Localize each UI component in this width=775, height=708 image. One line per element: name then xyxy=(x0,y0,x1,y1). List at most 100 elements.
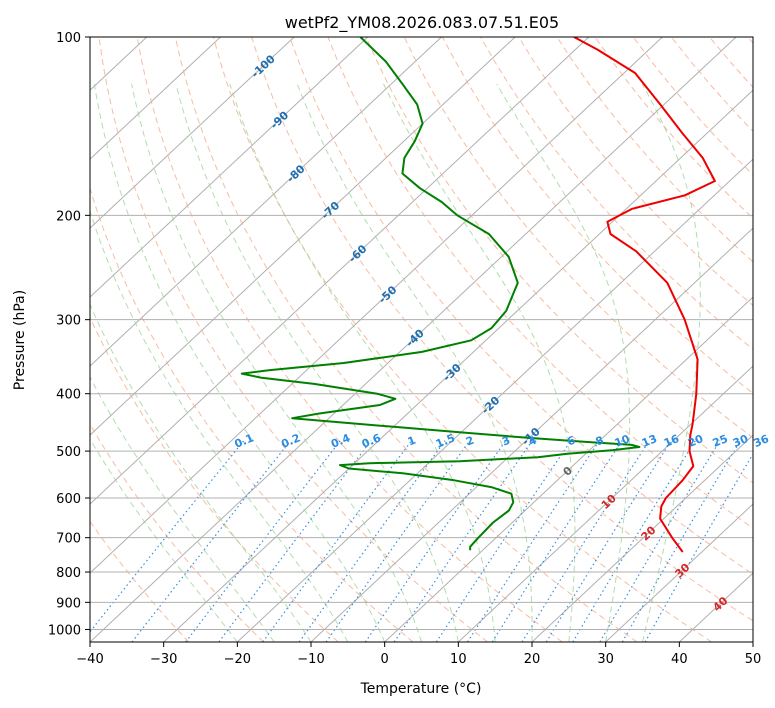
dry-adiabat-line xyxy=(289,37,753,575)
x-tick-label: 10 xyxy=(450,652,467,667)
mixing-ratio-label: 30 xyxy=(731,432,750,450)
isotherm-line xyxy=(90,37,737,642)
isotherm-line xyxy=(90,37,663,574)
x-tick-label: 20 xyxy=(524,652,541,667)
dry-adiabat-line xyxy=(594,37,753,219)
dry-adiabat-line xyxy=(365,37,753,484)
dry-adiabat-line xyxy=(327,37,753,529)
mixing-ratio-label: 20 xyxy=(686,432,705,450)
y-tick-label: 500 xyxy=(56,445,81,460)
isotherm-line xyxy=(531,434,753,642)
dry-adiabat-line xyxy=(90,520,190,642)
dry-adiabat-line xyxy=(518,37,753,307)
isotherm-line xyxy=(90,37,369,298)
dry-adiabat-line xyxy=(90,186,414,642)
mixing-ratio-label: 0.6 xyxy=(360,431,383,450)
moist-adiabat-line xyxy=(296,83,533,642)
mixing-ratio-line xyxy=(621,440,741,642)
dry-adiabat-line xyxy=(212,37,712,642)
moist-adiabat-line xyxy=(90,209,349,642)
x-tick-label: −20 xyxy=(224,652,251,667)
mixing-ratio-label: 1.5 xyxy=(434,431,457,450)
dry-adiabat-line xyxy=(747,37,753,44)
dry-adiabat-line xyxy=(90,423,264,642)
mixing-ratio-label: 0.1 xyxy=(233,431,256,450)
mixing-ratio-label: 10 xyxy=(613,432,632,450)
y-tick-label: 800 xyxy=(56,566,81,581)
dry-adiabat-line xyxy=(174,37,638,642)
isotherm-line xyxy=(384,296,753,642)
x-tick-label: −40 xyxy=(76,652,103,667)
isotherm-line xyxy=(90,37,442,367)
isotherm-line xyxy=(90,37,221,160)
dry-adiabat-line xyxy=(670,37,753,132)
mixing-ratio-label: 8 xyxy=(594,434,606,449)
mixing-ratio-line xyxy=(218,440,372,642)
plot-frame xyxy=(89,36,754,643)
y-tick-label: 700 xyxy=(56,532,81,547)
mixing-ratio-line xyxy=(185,440,341,642)
isotherm-line xyxy=(90,37,295,229)
y-tick-label: 200 xyxy=(56,209,81,224)
dry-adiabat-line xyxy=(480,37,753,350)
isotherm-line xyxy=(163,89,753,642)
y-axis-label: Pressure (hPa) xyxy=(12,290,28,390)
isotherm-line xyxy=(0,37,73,642)
dry-adiabat-line xyxy=(556,37,753,263)
x-tick-label: 30 xyxy=(597,652,614,667)
y-tick-label: 900 xyxy=(56,596,81,611)
mixing-ratio-line xyxy=(545,440,672,642)
dry-adiabat-line xyxy=(251,37,753,622)
x-axis-label: Temperature (°C) xyxy=(360,681,482,697)
moist-adiabat-line xyxy=(175,83,459,642)
pressure-grid xyxy=(90,37,753,630)
background-lines xyxy=(0,37,753,642)
isotherm-line xyxy=(90,37,590,505)
isotherm-line xyxy=(236,158,753,642)
mixing-ratio-label: 0.2 xyxy=(279,431,302,450)
moist-adiabat-line xyxy=(383,83,576,642)
mixing-ratio-line xyxy=(644,452,753,642)
mixing-ratio-line xyxy=(572,440,696,642)
moist-adiabat-line xyxy=(90,376,275,642)
temperature-line xyxy=(573,37,716,553)
mixing-ratio-label: 16 xyxy=(662,432,681,450)
dewpoint-line xyxy=(240,37,641,551)
moist-adiabat-line xyxy=(496,83,631,642)
mixing-ratio-line xyxy=(262,440,413,642)
mixing-ratio-label: 2 xyxy=(464,434,476,449)
isotherm-line xyxy=(752,641,753,642)
y-tick-label: 300 xyxy=(56,314,81,329)
mixing-ratio-line xyxy=(90,440,245,633)
mixing-ratio-line xyxy=(325,440,471,642)
moist-adiabat-line xyxy=(93,83,386,642)
isotherm-line xyxy=(678,572,753,642)
dry-adiabat-line xyxy=(709,37,753,89)
mixing-ratio-line xyxy=(599,440,721,642)
mixing-ratio-line xyxy=(521,440,650,642)
mixing-ratio-label: 25 xyxy=(711,432,730,450)
mixing-ratio-line xyxy=(393,440,533,642)
mixing-ratio-label: 1 xyxy=(406,434,418,449)
profile-lines xyxy=(240,37,716,553)
isotherm-line xyxy=(310,227,753,642)
y-tick-label: 1000 xyxy=(48,623,81,638)
moist-adiabat-line xyxy=(229,83,496,642)
dry-adiabat-line xyxy=(632,37,753,176)
mixing-ratio-label: 36 xyxy=(752,432,771,450)
x-tick-label: −30 xyxy=(150,652,177,667)
dry-adiabat-line xyxy=(90,316,339,642)
mixing-ratio-line xyxy=(466,440,600,642)
axes: −40 −30 −20 −10 0 10 20 30 40 50 100 200 300 400 500 60… xyxy=(48,31,761,667)
isotherm-line xyxy=(457,365,753,642)
x-tick-label: 40 xyxy=(671,652,688,667)
mixing-ratio-line xyxy=(364,440,507,642)
moist-adiabat-line xyxy=(131,83,422,642)
moist-adiabat-line xyxy=(90,438,238,642)
dry-adiabat-line xyxy=(98,37,488,642)
x-tick-label: 50 xyxy=(745,652,762,667)
moist-adiabat-line xyxy=(641,83,701,642)
mixing-ratio-line xyxy=(131,440,292,642)
x-tick-label: 0 xyxy=(381,652,389,667)
